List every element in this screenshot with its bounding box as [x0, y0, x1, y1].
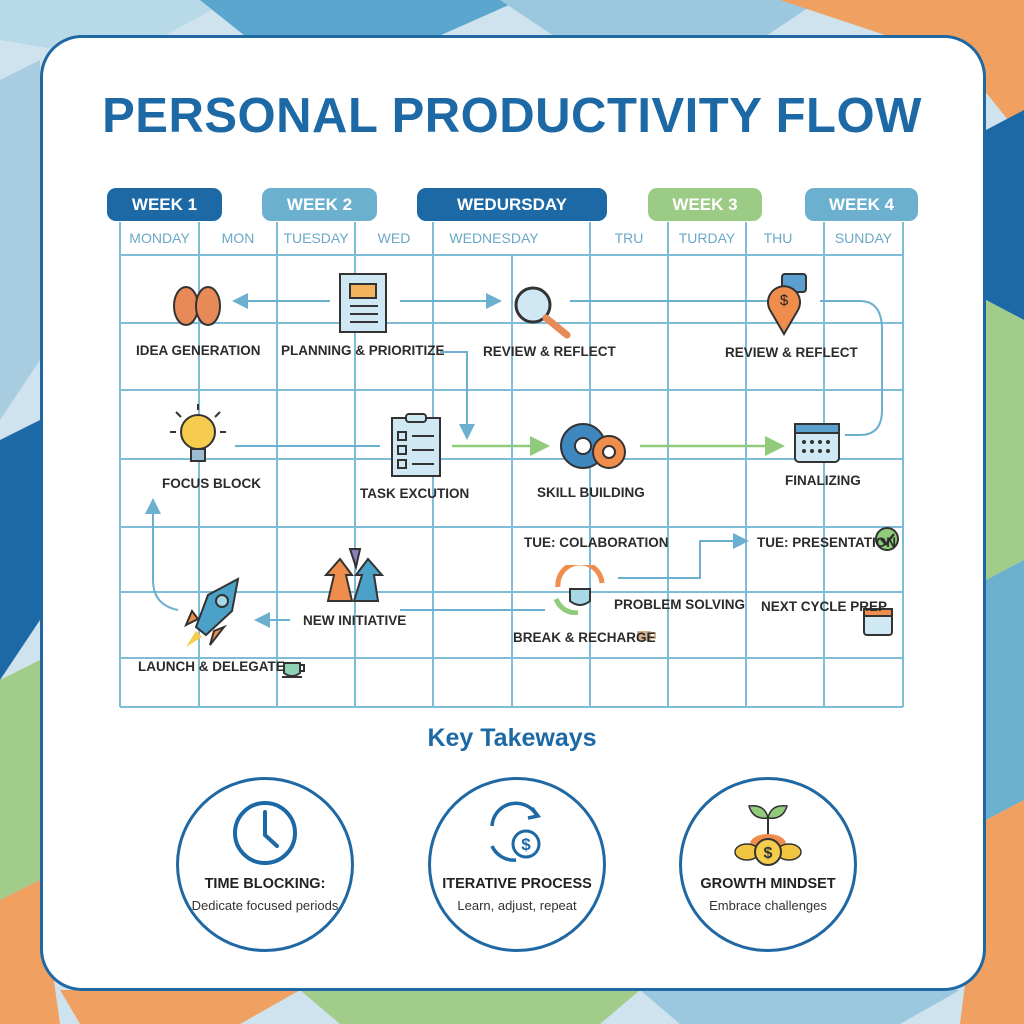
node-break-recharge: BREAK & RECHARGE [513, 630, 656, 645]
calendar-icon [863, 608, 893, 636]
day-label: THU [763, 230, 793, 246]
key-takeaways-heading: Key Takeways [427, 724, 597, 752]
day-label: TURDAY [678, 230, 736, 246]
takeaway-iterative-process: $ ITERATIVE PROCESS Learn, adjust, repea… [428, 777, 606, 952]
day-label: WED [377, 230, 411, 246]
week-3-header: WEEK 3 [648, 188, 762, 221]
dollar-pin-icon: $ [767, 273, 807, 336]
coffee-cup-icon [282, 662, 305, 678]
arrows-initiative-icon [323, 548, 384, 602]
node-task-execution: TASK EXCUTION [360, 486, 470, 501]
node-review-reflect-2: REVIEW & REFLECT [725, 345, 858, 360]
brain-icon [173, 286, 221, 326]
day-label: TUESDAY [283, 230, 349, 246]
clock-icon [233, 801, 297, 865]
day-label: MONDAY [129, 230, 190, 246]
calendar-icon [794, 423, 840, 463]
svg-text:$: $ [764, 845, 773, 862]
day-label: MON [221, 230, 255, 246]
takeaway-time-blocking: TIME BLOCKING: Dedicate focused periods [176, 777, 354, 952]
magnifier-icon [514, 286, 571, 339]
node-focus-block: FOCUS BLOCK [162, 476, 261, 491]
rocket-icon [184, 577, 240, 647]
takeaway-subtitle: Dedicate focused periods [191, 898, 339, 913]
wedursday-header: WEDURSDAY [417, 188, 607, 221]
node-next-cycle-prep: NEXT CYCLE PREP [761, 599, 888, 614]
node-skill-building: SKILL BUILDING [537, 485, 645, 500]
week-2-header: WEEK 2 [262, 188, 377, 221]
node-presentation: TUE: PRESENTATION [757, 535, 897, 550]
svg-text:$: $ [521, 835, 531, 854]
takeaway-title: GROWTH MINDSET [700, 876, 836, 892]
takeaway-growth-mindset: $ GROWTH MINDSET Embrace challenges [679, 777, 857, 952]
checkmark-icon [875, 527, 899, 551]
cycle-dollar-icon: $ [490, 801, 542, 862]
node-new-initiative: NEW INITIATIVE [303, 613, 407, 628]
takeaway-subtitle: Learn, adjust, repeat [457, 898, 577, 913]
day-label: WEDNESDAY [449, 230, 539, 246]
node-finalizing: FINALIZING [785, 473, 861, 488]
svg-text:$: $ [780, 292, 789, 309]
node-launch-delegate: LAUNCH & DELEGATE [138, 659, 285, 674]
takeaway-title: ITERATIVE PROCESS [442, 876, 592, 892]
week-1-header: WEEK 1 [107, 188, 222, 221]
node-idea-generation: IDEA GENERATION [136, 343, 261, 358]
takeaway-title: TIME BLOCKING: [204, 876, 326, 892]
day-label: SUNDAY [834, 230, 893, 246]
takeaway-subtitle: Embrace challenges [709, 898, 827, 913]
day-label: TRU [614, 230, 644, 246]
coffee-cup-icon [637, 631, 656, 641]
notebook-icon [339, 273, 387, 333]
node-review-reflect: REVIEW & REFLECT [483, 344, 616, 359]
page-title: PERSONAL PRODUCTIVITY FLOW [102, 89, 922, 143]
node-planning-prioritize: PLANNING & PRIORITIZE [281, 343, 445, 358]
node-problem-solving: PROBLEM SOLVING [614, 597, 746, 612]
break-cycle-icon [553, 565, 605, 615]
lightbulb-icon [170, 404, 226, 462]
checklist-icon [391, 413, 441, 477]
sprout-coins-icon: $ [734, 805, 802, 866]
week-4-header: WEEK 4 [805, 188, 918, 221]
node-collaboration: TUE: COLABORATION [524, 535, 669, 550]
gears-icon [560, 423, 626, 469]
